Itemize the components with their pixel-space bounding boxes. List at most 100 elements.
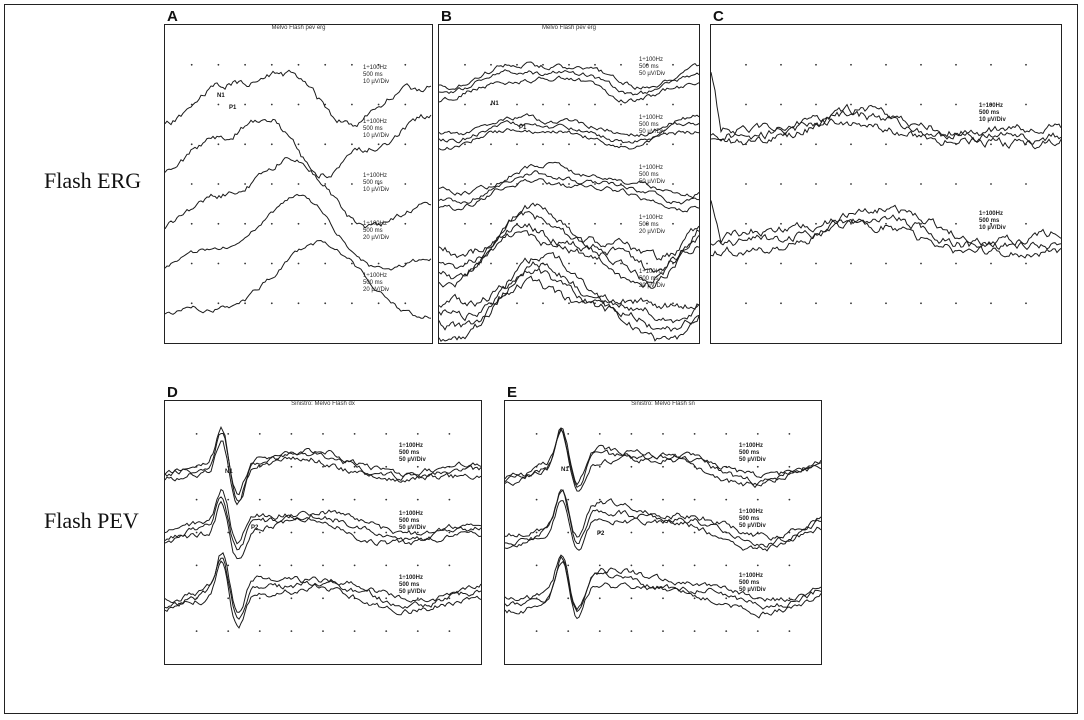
grid-dot (1025, 262, 1027, 265)
grid-dot (297, 302, 300, 305)
grid-dot (567, 465, 570, 468)
grid-dot (535, 630, 538, 632)
grid-dot (598, 597, 601, 600)
grid-dot (353, 465, 356, 468)
panel-d-scale: 1÷100Hz 500 ms 50 µV/Div (399, 443, 426, 463)
grid-dot (598, 433, 601, 435)
grid-dot (322, 498, 324, 501)
grid-dot (885, 63, 887, 66)
grid-dot (815, 222, 817, 225)
grid-dot (745, 63, 747, 66)
grid-dot (516, 262, 518, 265)
grid-dot (217, 222, 220, 225)
grid-dot (693, 531, 696, 534)
grid-dot (190, 222, 193, 225)
grid-dot (920, 143, 922, 146)
grid-dot (567, 564, 570, 567)
grid-dot (258, 597, 261, 600)
panel-d-title: Sinistro: Melvo Flash dx (291, 401, 355, 407)
panel-letter-d: D (167, 384, 178, 401)
grid-dot (416, 531, 419, 534)
grid-dot (324, 63, 327, 66)
grid-dot (270, 183, 273, 185)
grid-dot (567, 498, 570, 501)
grid-dot (1025, 63, 1027, 66)
grid-dot (416, 630, 419, 632)
grid-dot (404, 143, 407, 146)
grid-dot (404, 183, 407, 185)
grid-dot (567, 630, 570, 632)
grid-dot (815, 302, 817, 305)
grid-dot (542, 222, 544, 225)
waveform-trace (439, 113, 699, 138)
grid-dot (756, 630, 759, 632)
grid-dot (885, 302, 887, 305)
grid-dot (745, 222, 747, 225)
grid-dot (955, 63, 957, 66)
waveform-trace (165, 113, 432, 179)
grid-dot (850, 143, 852, 146)
grid-dot (385, 630, 388, 632)
waveform-trace (711, 200, 1061, 247)
grid-dot (297, 143, 300, 146)
grid-dot (568, 222, 570, 225)
grid-dot (404, 103, 407, 106)
grid-dot (568, 183, 570, 185)
grid-dot (404, 302, 407, 305)
grid-dot (290, 498, 293, 501)
grid-dot (227, 498, 230, 501)
grid-dot (490, 262, 492, 265)
grid-dot (448, 597, 451, 600)
grid-dot (190, 143, 193, 146)
grid-dot (270, 103, 273, 106)
grid-dot (324, 302, 327, 305)
grid-dot (920, 262, 922, 265)
grid-dot (788, 465, 791, 468)
grid-dot (404, 63, 407, 66)
grid-dot (780, 262, 782, 265)
grid-dot (630, 531, 633, 534)
waveform-trace (165, 500, 481, 560)
grid-dot (662, 531, 664, 534)
grid-dot (725, 433, 728, 435)
panel-letter-a: A (167, 8, 178, 25)
grid-dot (195, 433, 198, 435)
waveform-trace (165, 157, 432, 230)
grid-dot (920, 302, 922, 305)
grid-dot (542, 183, 544, 185)
grid-dot (630, 433, 633, 435)
grid-dot (244, 302, 246, 305)
panel-d-scale: 1÷100Hz 500 ms 50 µV/Div (399, 575, 426, 595)
grid-dot (217, 302, 220, 305)
grid-dot (745, 262, 747, 265)
grid-dot (693, 564, 696, 567)
panel-e-marker-p2: P2 (597, 531, 605, 537)
grid-dot (850, 222, 852, 225)
waveform-canvas (165, 425, 481, 632)
grid-dot (385, 433, 388, 435)
panel-b-plot: Melvo Flash pev erg 1÷100Hz 500 ms 50 µV/D… (438, 24, 700, 344)
grid-dot (244, 63, 246, 66)
grid-dot (190, 183, 193, 185)
waveform-trace (165, 552, 481, 613)
panel-c-scale: 1÷100Hz 500 ms 10 µV/Div (979, 211, 1006, 231)
grid-dot (850, 302, 852, 305)
grid-dot (662, 630, 664, 632)
grid-dot (725, 564, 728, 567)
grid-dot (725, 630, 728, 632)
grid-dot (290, 630, 293, 632)
grid-dot (885, 222, 887, 225)
grid-dot (620, 222, 622, 225)
panel-e-scale: 1÷100Hz 500 ms 50 µV/Div (739, 509, 766, 529)
grid-dot (290, 597, 293, 600)
grid-dot (693, 630, 696, 632)
grid-dot (756, 498, 759, 501)
grid-dot (464, 183, 466, 185)
grid-dot (324, 103, 327, 106)
grid-dot (672, 103, 674, 106)
grid-dot (385, 531, 388, 534)
grid-dot (377, 302, 380, 305)
grid-dot (542, 143, 544, 146)
grid-dot (324, 222, 327, 225)
panel-a-plot: Melvo Flash pev erg 1÷100Hz 500 ms 10 µV/D… (164, 24, 433, 344)
